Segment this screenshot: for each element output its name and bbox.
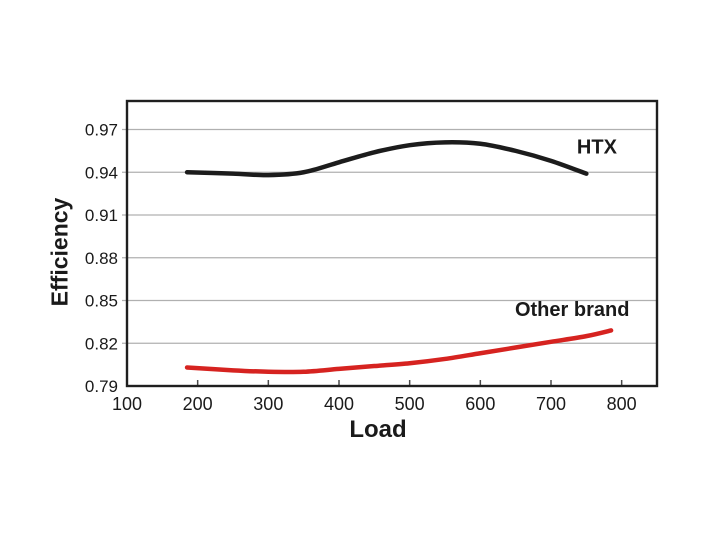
x-tick-label: 700 bbox=[536, 394, 566, 414]
y-axis-title: Efficiency bbox=[46, 197, 73, 307]
x-tick-label: 400 bbox=[324, 394, 354, 414]
plot-border bbox=[125, 99, 659, 388]
x-tick-label: 100 bbox=[112, 394, 142, 414]
x-tick-label: 800 bbox=[607, 394, 637, 414]
y-tick-label: 0.94 bbox=[85, 163, 118, 182]
y-tick-label: 0.79 bbox=[85, 377, 118, 396]
y-tick-label: 0.85 bbox=[85, 292, 118, 311]
x-tick-label: 300 bbox=[253, 394, 283, 414]
x-tick-label: 600 bbox=[465, 394, 495, 414]
x-tick-label: 500 bbox=[395, 394, 425, 414]
y-tick-label: 0.97 bbox=[85, 121, 118, 140]
y-tick-label: 0.91 bbox=[85, 206, 118, 225]
series-line-other-brand bbox=[184, 328, 614, 375]
y-tick-label: 0.82 bbox=[85, 334, 118, 353]
x-axis-title: Load bbox=[349, 416, 407, 443]
series-label-htx: HTX bbox=[577, 137, 618, 159]
y-tick-label: 0.88 bbox=[85, 249, 118, 268]
x-tick-label: 200 bbox=[183, 394, 213, 414]
series-line-htx bbox=[184, 139, 589, 178]
series-label-other-brand: Other brand bbox=[515, 299, 629, 321]
